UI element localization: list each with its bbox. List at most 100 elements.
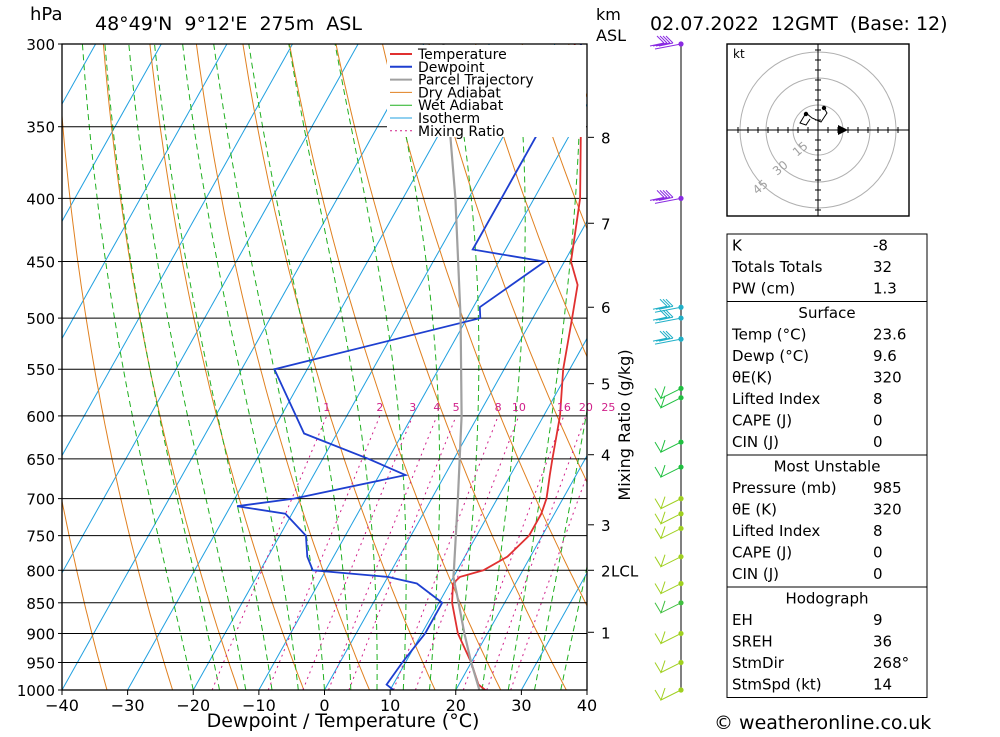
wind-barb <box>654 386 682 400</box>
mixing-ratio-label: 2 <box>376 401 383 414</box>
hodograph-index-label: StmSpd (kt) <box>732 676 822 694</box>
pressure-tick-label: 550 <box>26 361 55 379</box>
height-tick-label: 8 <box>601 129 611 147</box>
wind-barb-flag <box>655 35 671 47</box>
mixing-ratio-label: 8 <box>495 401 502 414</box>
general-index-label: Totals Totals <box>731 258 823 276</box>
wind-barb-staff <box>654 306 682 313</box>
wind-barb <box>654 660 682 674</box>
wet-adiabat-line <box>388 44 441 690</box>
mixing-ratio-line <box>510 473 587 690</box>
wind-barb-flag <box>658 190 674 201</box>
wind-barb <box>654 439 682 454</box>
dry-adiabat-line <box>941 44 1000 690</box>
wind-barb-feather <box>654 687 682 701</box>
storm-motion-marker <box>838 125 848 135</box>
dry-adiabat-line <box>894 44 1000 690</box>
wind-barb-flag <box>658 298 674 310</box>
isotherm-line <box>62 44 162 223</box>
pressure-tick-label: 950 <box>26 654 55 672</box>
pressure-tick-label: 400 <box>26 190 55 208</box>
wind-barb-flag <box>655 190 671 201</box>
wind-barb <box>654 526 682 540</box>
wind-barb-flag <box>652 298 668 310</box>
hodograph-index-value: 9 <box>873 611 883 629</box>
most-unstable-index-value: 985 <box>873 479 902 497</box>
wind-barb-flag <box>649 35 665 47</box>
wind-barb <box>654 496 682 510</box>
most-unstable-index-label: CAPE (J) <box>732 544 792 562</box>
most-unstable-index-label: CIN (J) <box>732 565 779 583</box>
height-tick-label: 6 <box>601 299 611 317</box>
height-tick-label: 2 <box>601 562 611 580</box>
mixing-ratio-label: 10 <box>512 401 526 414</box>
wind-barb <box>652 298 682 313</box>
surface-index-value: 23.6 <box>873 326 906 344</box>
pressure-tick-label: 850 <box>26 595 55 613</box>
surface-index-value: 0 <box>873 412 883 430</box>
height-tick-label: 3 <box>601 517 611 535</box>
wind-barb <box>654 600 682 614</box>
general-index-label: PW (cm) <box>732 280 795 298</box>
height-tick-label: 1 <box>601 624 611 642</box>
wind-barb-flag <box>652 309 668 321</box>
mixing-ratio-axis-title: Mixing Ratio (g/kg) <box>615 349 634 500</box>
dry-adiabat-line <box>382 44 587 607</box>
wind-barb <box>654 554 682 568</box>
mixing-ratio-line <box>462 415 565 690</box>
legend-wet-adiabat: Wet Adiabat <box>418 98 504 114</box>
most-unstable-index-value: 0 <box>873 544 883 562</box>
most-unstable-index-label: Pressure (mb) <box>732 479 837 497</box>
isotherm-line <box>62 44 425 690</box>
legend-dewpoint: Dewpoint <box>418 60 485 76</box>
wind-barb <box>654 687 682 701</box>
wind-barb-flag <box>652 35 668 47</box>
wind-barb-staff <box>654 43 682 50</box>
plot-frame <box>61 43 588 691</box>
wind-barbs <box>649 35 684 701</box>
surface-index-value: 9.6 <box>873 347 897 365</box>
x-tick-label: −10 <box>242 696 276 715</box>
surface-index-value: 8 <box>873 390 883 408</box>
pressure-tick-label: 900 <box>26 625 55 643</box>
mixing-ratio-label: 20 <box>579 401 593 414</box>
legend-temperature: Temperature <box>417 47 507 63</box>
hodograph-point <box>821 105 827 111</box>
mixing-ratio-line <box>211 415 328 690</box>
temperature-line <box>451 44 582 690</box>
mixing-ratio-line <box>393 415 499 690</box>
height-unit-label: km <box>596 5 621 24</box>
wind-barb-feather <box>654 464 682 479</box>
wind-barb-feather <box>654 581 682 595</box>
wind-barb <box>652 330 682 345</box>
wet-adiabat-line <box>81 44 194 690</box>
isotherm-line <box>324 220 587 690</box>
hodograph-point <box>803 111 809 117</box>
surface-index-value: 0 <box>873 433 883 451</box>
isotherm-line <box>192 44 556 690</box>
wind-barb <box>654 631 682 645</box>
wind-barb-flag <box>649 190 665 201</box>
legend-isotherm: Isotherm <box>418 111 480 127</box>
height-unit-ref-label: ASL <box>596 26 626 45</box>
hodograph-index-value: 14 <box>873 676 892 694</box>
pressure-tick-label: 700 <box>26 491 55 509</box>
mixing-ratio-label: 25 <box>601 401 615 414</box>
wind-barb <box>654 395 682 409</box>
datetime-label: 02.07.2022 12GMT (Base: 12) <box>650 13 948 35</box>
mixing-ratio-label: 1 <box>323 401 330 414</box>
isotherm-line <box>62 44 228 340</box>
wind-barb-staff <box>654 317 682 324</box>
mixing-ratio-label: 16 <box>557 401 571 414</box>
mixing-ratio-label: 4 <box>433 401 440 414</box>
wet-adiabat-line <box>128 44 247 690</box>
wind-barb-flag <box>652 330 668 342</box>
surface-index-label: Lifted Index <box>732 390 820 408</box>
most-unstable-index-label: θE (K) <box>732 501 777 519</box>
height-tick-label: 7 <box>601 215 611 233</box>
isotherm-line <box>258 102 587 690</box>
most-unstable-index-value: 0 <box>873 565 883 583</box>
